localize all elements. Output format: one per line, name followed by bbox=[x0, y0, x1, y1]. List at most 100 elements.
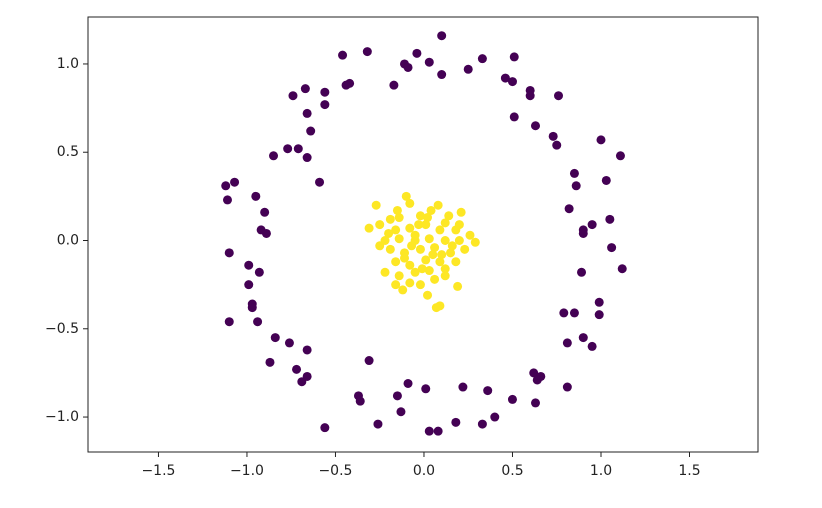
point bbox=[571, 181, 581, 191]
point bbox=[415, 244, 425, 254]
point bbox=[403, 379, 413, 389]
point bbox=[244, 280, 254, 290]
point bbox=[424, 426, 434, 436]
point bbox=[302, 153, 312, 163]
point bbox=[530, 398, 540, 408]
point bbox=[410, 267, 420, 277]
point bbox=[437, 250, 447, 260]
point bbox=[500, 73, 510, 83]
point bbox=[435, 225, 445, 235]
point bbox=[260, 207, 270, 217]
point bbox=[265, 357, 275, 367]
point bbox=[458, 382, 468, 392]
point bbox=[230, 177, 240, 187]
point bbox=[417, 264, 427, 274]
point bbox=[577, 267, 587, 277]
point bbox=[477, 54, 487, 64]
point bbox=[607, 243, 617, 253]
point bbox=[392, 391, 402, 401]
point bbox=[224, 248, 234, 258]
point bbox=[292, 364, 302, 374]
point bbox=[283, 144, 293, 154]
point bbox=[559, 308, 569, 318]
point bbox=[247, 303, 257, 313]
point bbox=[532, 375, 542, 385]
point bbox=[463, 64, 473, 74]
point bbox=[605, 214, 615, 224]
point bbox=[596, 135, 606, 145]
point bbox=[529, 368, 539, 378]
point bbox=[423, 290, 433, 300]
point bbox=[460, 244, 470, 254]
point bbox=[375, 220, 385, 230]
point bbox=[398, 285, 408, 295]
point bbox=[320, 87, 330, 97]
x-tick-label: 0.0 bbox=[413, 463, 435, 479]
point bbox=[371, 200, 381, 210]
point bbox=[392, 205, 402, 215]
y-tick-label: 0.0 bbox=[57, 233, 79, 249]
point bbox=[454, 220, 464, 230]
point bbox=[594, 297, 604, 307]
point bbox=[302, 108, 312, 118]
point bbox=[454, 236, 464, 246]
point bbox=[288, 91, 298, 101]
point bbox=[578, 228, 588, 238]
point bbox=[548, 131, 558, 141]
point bbox=[470, 237, 480, 247]
point bbox=[615, 151, 625, 161]
point bbox=[320, 423, 330, 433]
point bbox=[380, 267, 390, 277]
point bbox=[428, 250, 438, 260]
point bbox=[507, 77, 517, 87]
point bbox=[297, 377, 307, 387]
point bbox=[433, 426, 443, 436]
point bbox=[530, 121, 540, 131]
x-tick-label: 1.5 bbox=[678, 463, 700, 479]
point bbox=[453, 281, 463, 291]
point bbox=[446, 248, 456, 258]
point bbox=[415, 211, 425, 221]
point bbox=[578, 333, 588, 343]
point bbox=[440, 264, 450, 274]
point bbox=[451, 417, 461, 427]
point bbox=[362, 47, 372, 57]
point bbox=[284, 338, 294, 348]
point bbox=[338, 50, 348, 60]
point bbox=[554, 91, 564, 101]
point bbox=[456, 207, 466, 217]
point bbox=[375, 241, 385, 251]
point bbox=[424, 266, 434, 276]
plot-frame bbox=[87, 16, 759, 453]
point bbox=[391, 225, 401, 235]
point bbox=[465, 230, 475, 240]
point bbox=[451, 257, 461, 267]
point bbox=[509, 112, 519, 122]
point bbox=[400, 253, 410, 263]
point bbox=[385, 214, 395, 224]
point bbox=[410, 230, 420, 240]
point bbox=[315, 177, 325, 187]
point bbox=[423, 213, 433, 223]
point bbox=[421, 220, 431, 230]
point bbox=[569, 168, 579, 178]
point bbox=[594, 310, 604, 320]
point bbox=[253, 317, 263, 327]
point bbox=[525, 91, 535, 101]
point bbox=[435, 257, 445, 267]
point bbox=[414, 220, 424, 230]
point bbox=[509, 52, 519, 62]
point bbox=[424, 57, 434, 67]
point bbox=[391, 280, 401, 290]
point bbox=[564, 204, 574, 214]
point bbox=[407, 241, 417, 251]
point bbox=[421, 384, 431, 394]
point bbox=[587, 341, 597, 351]
point bbox=[444, 211, 454, 221]
point bbox=[562, 382, 572, 392]
point bbox=[394, 213, 404, 223]
point bbox=[483, 386, 493, 396]
point bbox=[364, 223, 374, 233]
